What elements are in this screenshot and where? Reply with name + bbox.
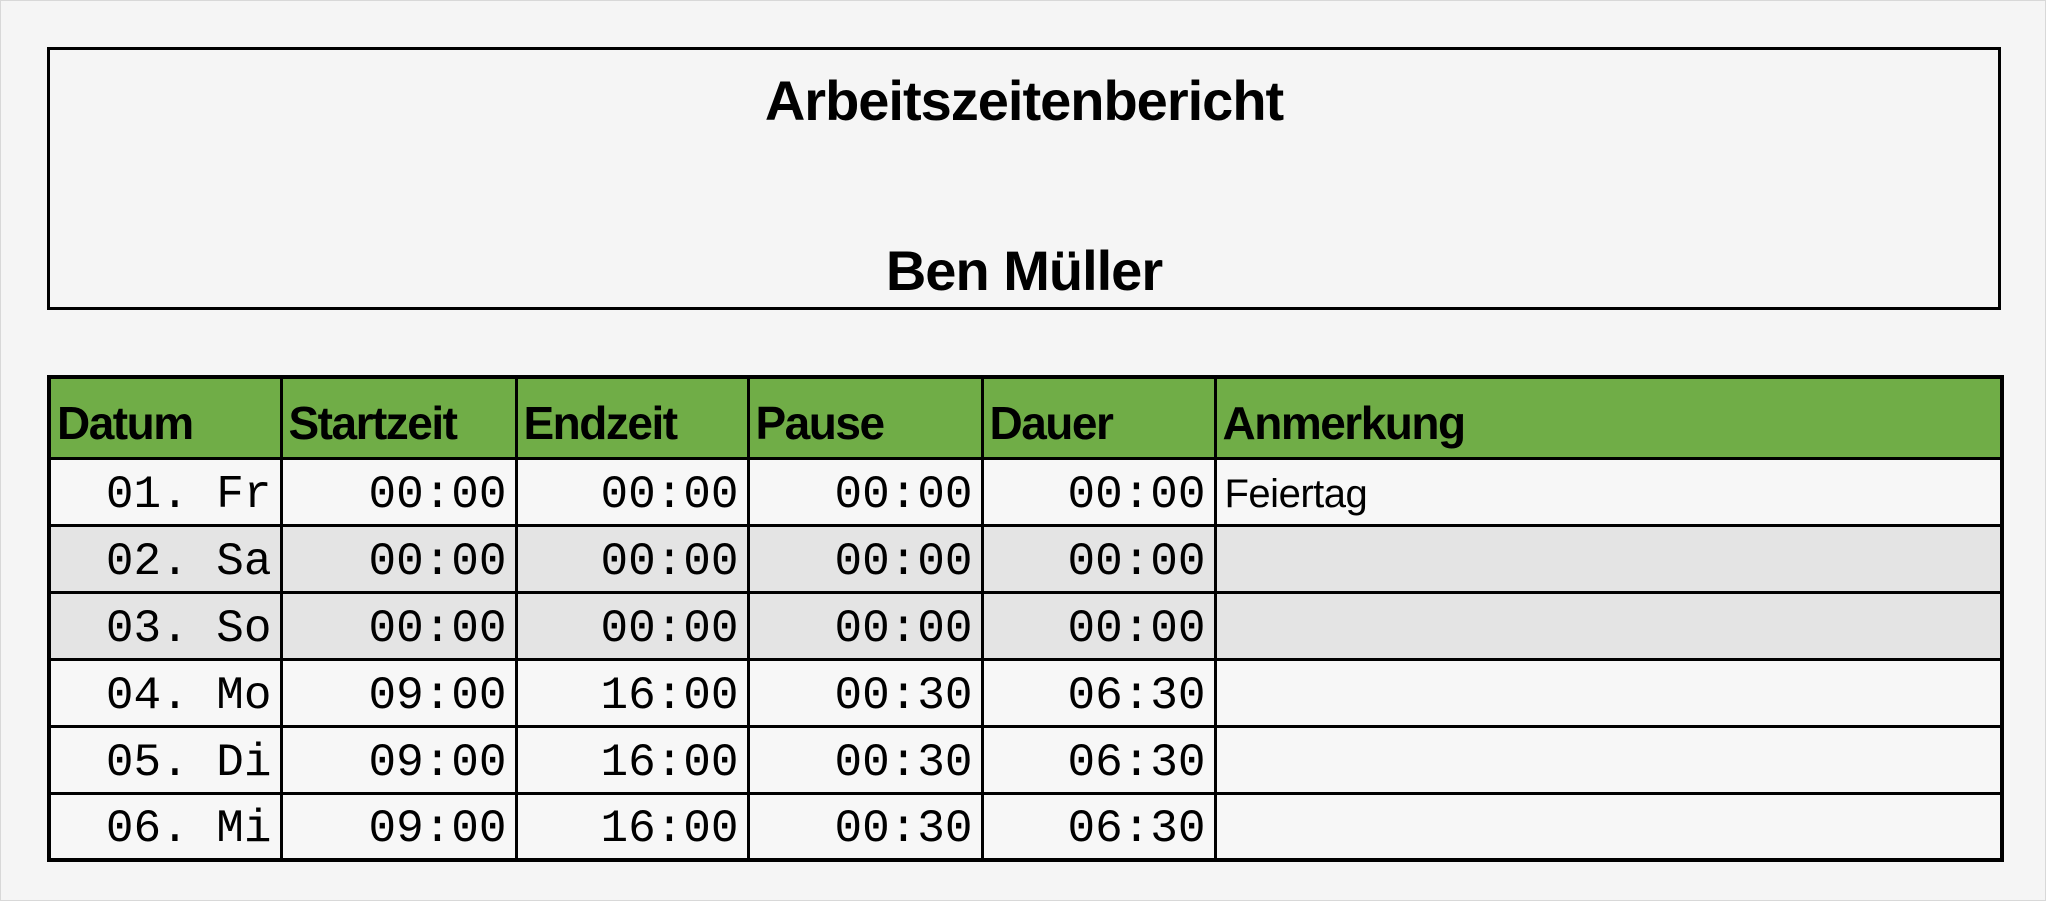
column-header-datum: Datum — [47, 375, 283, 460]
cell-pause[interactable]: 00:00 — [746, 456, 984, 527]
cell-anmerkung[interactable] — [1213, 590, 2004, 661]
cell-start[interactable]: 09:00 — [279, 724, 518, 795]
cell-datum[interactable]: 04. Mo — [47, 657, 283, 728]
cell-anmerkung[interactable] — [1213, 523, 2004, 594]
time-table: Datum Startzeit Endzeit Pause Dauer Anme… — [47, 375, 2004, 862]
table-row: 01. Fr 00:00 00:00 00:00 00:00 Feiertag — [47, 456, 2004, 527]
cell-datum[interactable]: 03. So — [47, 590, 283, 661]
column-header-anmerkung: Anmerkung — [1213, 375, 2004, 460]
table-row: 02. Sa 00:00 00:00 00:00 00:00 — [47, 523, 2004, 594]
cell-anmerkung[interactable] — [1213, 791, 2004, 862]
cell-ende[interactable]: 16:00 — [514, 657, 750, 728]
cell-ende[interactable]: 00:00 — [514, 590, 750, 661]
cell-dauer[interactable]: 06:30 — [980, 724, 1217, 795]
cell-anmerkung[interactable] — [1213, 724, 2004, 795]
column-header-dauer: Dauer — [980, 375, 1217, 460]
cell-pause[interactable]: 00:30 — [746, 657, 984, 728]
column-header-pause: Pause — [746, 375, 984, 460]
table-header-row: Datum Startzeit Endzeit Pause Dauer Anme… — [47, 375, 2004, 460]
table-row: 06. Mi 09:00 16:00 00:30 06:30 — [47, 791, 2004, 862]
cell-anmerkung[interactable] — [1213, 657, 2004, 728]
table-row: 05. Di 09:00 16:00 00:30 06:30 — [47, 724, 2004, 795]
cell-datum[interactable]: 02. Sa — [47, 523, 283, 594]
cell-datum[interactable]: 01. Fr — [47, 456, 283, 527]
employee-name: Ben Müller — [885, 239, 1163, 302]
cell-ende[interactable]: 00:00 — [514, 456, 750, 527]
cell-pause[interactable]: 00:30 — [746, 791, 984, 862]
cell-pause[interactable]: 00:00 — [746, 590, 984, 661]
report-header-box: Arbeitszeitenbericht Ben Müller — [47, 47, 2001, 310]
cell-pause[interactable]: 00:30 — [746, 724, 984, 795]
report-title: Arbeitszeitenbericht — [764, 69, 1284, 132]
cell-datum[interactable]: 06. Mi — [47, 791, 283, 862]
cell-anmerkung[interactable]: Feiertag — [1213, 456, 2004, 527]
cell-start[interactable]: 00:00 — [279, 456, 518, 527]
column-header-endzeit: Endzeit — [514, 375, 750, 460]
cell-dauer[interactable]: 00:00 — [980, 523, 1217, 594]
cell-start[interactable]: 09:00 — [279, 791, 518, 862]
cell-ende[interactable]: 00:00 — [514, 523, 750, 594]
cell-ende[interactable]: 16:00 — [514, 724, 750, 795]
table-row: 04. Mo 09:00 16:00 00:30 06:30 — [47, 657, 2004, 728]
column-header-startzeit: Startzeit — [279, 375, 518, 460]
cell-dauer[interactable]: 06:30 — [980, 657, 1217, 728]
cell-start[interactable]: 09:00 — [279, 657, 518, 728]
table-row: 03. So 00:00 00:00 00:00 00:00 — [47, 590, 2004, 661]
cell-pause[interactable]: 00:00 — [746, 523, 984, 594]
cell-start[interactable]: 00:00 — [279, 590, 518, 661]
cell-dauer[interactable]: 00:00 — [980, 590, 1217, 661]
cell-ende[interactable]: 16:00 — [514, 791, 750, 862]
cell-start[interactable]: 00:00 — [279, 523, 518, 594]
cell-dauer[interactable]: 06:30 — [980, 791, 1217, 862]
cell-dauer[interactable]: 00:00 — [980, 456, 1217, 527]
cell-datum[interactable]: 05. Di — [47, 724, 283, 795]
